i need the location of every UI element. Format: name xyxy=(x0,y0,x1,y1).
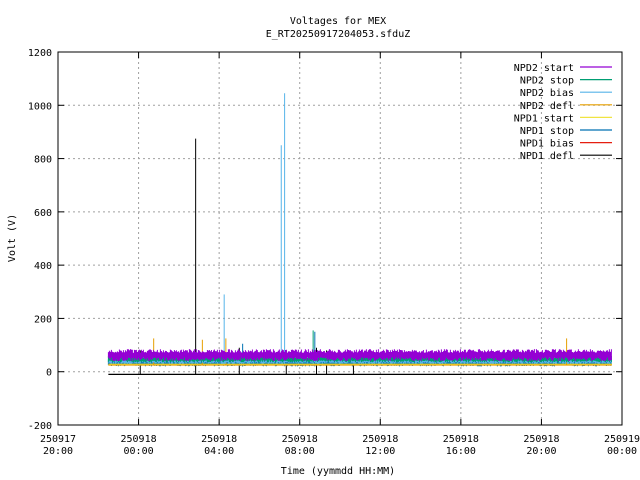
x-tick-label: 12:00 xyxy=(365,446,395,457)
x-tick-label: 04:00 xyxy=(204,446,234,457)
axes: -20002004006008001000120025091720:002509… xyxy=(28,48,640,457)
y-axis-label: Volt (V) xyxy=(7,214,18,262)
x-tick-label: 250918 xyxy=(362,434,398,445)
series-npd1-defl xyxy=(108,138,612,375)
y-tick-label: 0 xyxy=(46,368,52,379)
x-tick-label: 250919 xyxy=(604,434,640,445)
y-tick-label: 1200 xyxy=(28,48,52,59)
plot-area xyxy=(107,93,612,375)
legend-label: NPD1 stop xyxy=(520,126,574,137)
x-tick-label: 250918 xyxy=(523,434,559,445)
y-tick-label: 400 xyxy=(34,261,52,272)
plot-frame xyxy=(57,51,623,426)
legend-label: NPD2 bias xyxy=(520,88,574,99)
legend-label: NPD2 defl xyxy=(520,101,574,112)
x-tick-label: 20:00 xyxy=(43,446,73,457)
x-tick-label: 00:00 xyxy=(124,446,154,457)
x-tick-label: 250918 xyxy=(121,434,157,445)
chart-subtitle: E_RT20250917204053.sfduZ xyxy=(266,29,411,40)
y-tick-label: 800 xyxy=(34,155,52,166)
chart-title: Voltages for MEX xyxy=(290,16,386,27)
x-tick-label: 250918 xyxy=(201,434,237,445)
y-tick-label: 600 xyxy=(34,208,52,219)
legend-label: NPD2 stop xyxy=(520,76,574,87)
x-tick-label: 08:00 xyxy=(285,446,315,457)
x-tick-label: 16:00 xyxy=(446,446,476,457)
x-tick-label: 00:00 xyxy=(607,446,637,457)
legend-label: NPD1 start xyxy=(514,113,574,124)
x-axis-label: Time (yymmdd HH:MM) xyxy=(281,466,395,477)
series-band xyxy=(107,349,612,362)
x-tick-label: 250918 xyxy=(443,434,479,445)
series-npd2-start xyxy=(107,349,612,362)
y-tick-label: 200 xyxy=(34,314,52,325)
legend-label: NPD1 bias xyxy=(520,139,574,150)
y-tick-label: 1000 xyxy=(28,101,52,112)
legend-label: NPD2 start xyxy=(514,63,574,74)
x-tick-label: 250917 xyxy=(40,434,76,445)
x-tick-label: 20:00 xyxy=(526,446,556,457)
y-tick-label: -200 xyxy=(28,421,52,432)
legend-label: NPD1 defl xyxy=(520,151,574,162)
x-tick-label: 250918 xyxy=(282,434,318,445)
